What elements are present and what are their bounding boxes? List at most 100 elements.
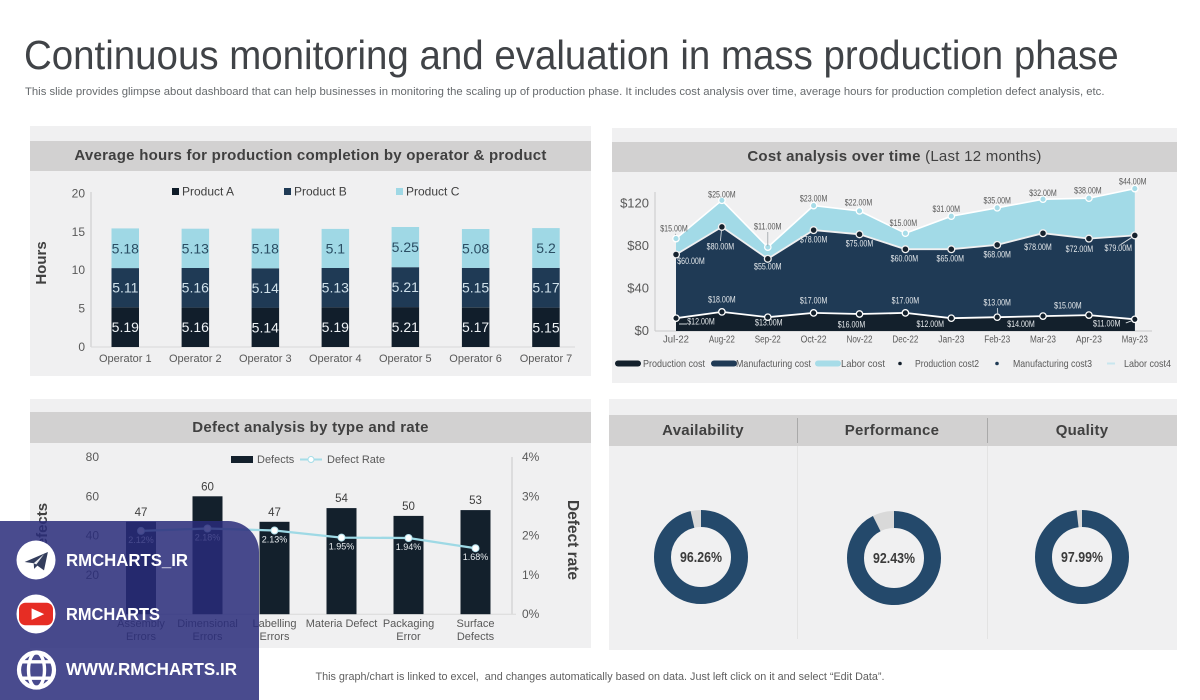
svg-text:54: 54 [335, 493, 348, 505]
svg-text:Product C: Product C [406, 185, 460, 199]
svg-text:$75.00M: $75.00M [846, 239, 874, 249]
svg-text:Manufacturing cost: Manufacturing cost [736, 358, 811, 370]
svg-text:5.13: 5.13 [322, 280, 349, 296]
svg-text:$80.00M: $80.00M [707, 242, 735, 252]
svg-text:Operator 3: Operator 3 [239, 353, 292, 365]
svg-text:Operator 5: Operator 5 [379, 353, 432, 365]
svg-text:$17.00M: $17.00M [800, 296, 828, 306]
svg-text:5.11: 5.11 [112, 280, 138, 296]
svg-text:$17.00M: $17.00M [892, 296, 920, 306]
svg-text:$16.00M: $16.00M [838, 320, 866, 330]
svg-text:60: 60 [201, 481, 214, 493]
svg-text:Product A: Product A [182, 185, 234, 199]
svg-text:$22.00M: $22.00M [845, 198, 873, 208]
svg-text:47: 47 [268, 507, 281, 519]
svg-text:$31.00M: $31.00M [933, 204, 961, 214]
svg-text:5.2: 5.2 [536, 240, 556, 256]
svg-text:80: 80 [86, 450, 100, 464]
svg-text:Labor cost: Labor cost [841, 358, 885, 370]
svg-text:$12.00M: $12.00M [917, 319, 945, 329]
svg-text:Jul-22: Jul-22 [663, 335, 689, 346]
svg-text:Operator 2: Operator 2 [169, 353, 222, 365]
svg-text:5.1: 5.1 [326, 240, 346, 256]
svg-text:WWW.RMCHARTS.IR: WWW.RMCHARTS.IR [66, 659, 237, 679]
svg-text:Mar-23: Mar-23 [1030, 335, 1056, 346]
svg-text:$80: $80 [627, 238, 649, 253]
svg-text:50: 50 [402, 501, 415, 513]
svg-text:Jan-23: Jan-23 [938, 335, 964, 346]
svg-text:1.95%: 1.95% [329, 542, 355, 552]
svg-text:0: 0 [78, 340, 85, 354]
svg-text:$18.00M: $18.00M [708, 295, 736, 305]
svg-text:5.17: 5.17 [462, 319, 489, 335]
svg-text:Operator 7: Operator 7 [520, 353, 573, 365]
svg-text:$15.00M: $15.00M [1054, 301, 1082, 311]
svg-text:Manufacturing cost3: Manufacturing cost3 [1013, 358, 1092, 370]
svg-text:Hours: Hours [33, 241, 50, 284]
svg-text:97.99%: 97.99% [1061, 550, 1103, 566]
svg-text:5.21: 5.21 [392, 279, 419, 295]
svg-text:5.16: 5.16 [182, 280, 209, 296]
svg-text:$40: $40 [627, 281, 649, 296]
svg-text:5.19: 5.19 [322, 319, 349, 335]
svg-text:Operator 4: Operator 4 [309, 353, 362, 365]
svg-text:1.68%: 1.68% [463, 552, 489, 562]
svg-text:5.16: 5.16 [182, 319, 209, 335]
svg-text:$120: $120 [620, 196, 649, 211]
svg-text:2%: 2% [522, 529, 540, 543]
svg-text:Operator 6: Operator 6 [449, 353, 502, 365]
svg-text:$72.00M: $72.00M [1066, 244, 1094, 254]
svg-text:15: 15 [72, 225, 86, 239]
svg-text:Defects: Defects [457, 631, 495, 643]
svg-text:Dec-22: Dec-22 [892, 335, 918, 346]
svg-text:47: 47 [135, 507, 148, 519]
svg-text:$15.00M: $15.00M [660, 224, 688, 234]
svg-text:$65.00M: $65.00M [937, 254, 965, 264]
svg-text:Error: Error [396, 631, 421, 643]
svg-text:$23.00M: $23.00M [800, 194, 828, 204]
svg-text:53: 53 [469, 495, 482, 507]
svg-text:Aug-22: Aug-22 [709, 335, 735, 346]
svg-text:Materia Defect: Materia Defect [306, 618, 378, 630]
svg-text:$14.00M: $14.00M [1007, 319, 1035, 329]
svg-text:Production cost2: Production cost2 [915, 358, 979, 370]
svg-text:$25.00M: $25.00M [708, 190, 736, 200]
svg-text:2.13%: 2.13% [262, 535, 288, 545]
svg-text:5.15: 5.15 [462, 280, 489, 296]
svg-text:5: 5 [78, 302, 85, 316]
svg-text:5.18: 5.18 [252, 240, 279, 256]
svg-text:20: 20 [72, 186, 86, 200]
svg-text:Operator 1: Operator 1 [99, 353, 152, 365]
svg-text:0%: 0% [522, 607, 540, 621]
svg-text:$11.00M: $11.00M [1093, 319, 1121, 329]
svg-text:$11.00M: $11.00M [754, 222, 782, 232]
svg-text:1.94%: 1.94% [396, 542, 422, 552]
svg-text:5.13: 5.13 [182, 240, 209, 256]
svg-text:5.18: 5.18 [112, 240, 139, 256]
svg-text:5.14: 5.14 [252, 280, 279, 296]
svg-text:$78.00M: $78.00M [800, 235, 828, 245]
svg-text:Nov-22: Nov-22 [847, 335, 873, 346]
svg-text:3%: 3% [522, 489, 540, 503]
svg-text:$35.00M: $35.00M [983, 196, 1011, 206]
svg-text:$13.00M: $13.00M [983, 298, 1011, 308]
svg-text:96.26%: 96.26% [680, 550, 722, 566]
svg-text:$0: $0 [635, 323, 649, 338]
svg-text:Feb-23: Feb-23 [984, 335, 1010, 346]
svg-text:$78.00M: $78.00M [1024, 242, 1052, 252]
svg-text:$12.00M: $12.00M [687, 317, 715, 327]
svg-text:92.43%: 92.43% [873, 551, 915, 567]
svg-text:Packaging: Packaging [383, 618, 434, 630]
svg-text:Oct-22: Oct-22 [801, 335, 827, 346]
svg-text:10: 10 [72, 263, 86, 277]
svg-text:5.15: 5.15 [532, 319, 559, 335]
svg-text:$15.00M: $15.00M [890, 218, 918, 228]
svg-text:1%: 1% [522, 568, 540, 582]
svg-text:$68.00M: $68.00M [983, 250, 1011, 260]
svg-text:Surface: Surface [457, 618, 495, 630]
svg-text:Apr-23: Apr-23 [1076, 335, 1102, 346]
svg-text:Labelling: Labelling [252, 618, 296, 630]
svg-text:4%: 4% [522, 450, 540, 464]
svg-text:Production cost: Production cost [643, 358, 705, 370]
svg-text:RMCHARTS_IR: RMCHARTS_IR [66, 550, 188, 570]
